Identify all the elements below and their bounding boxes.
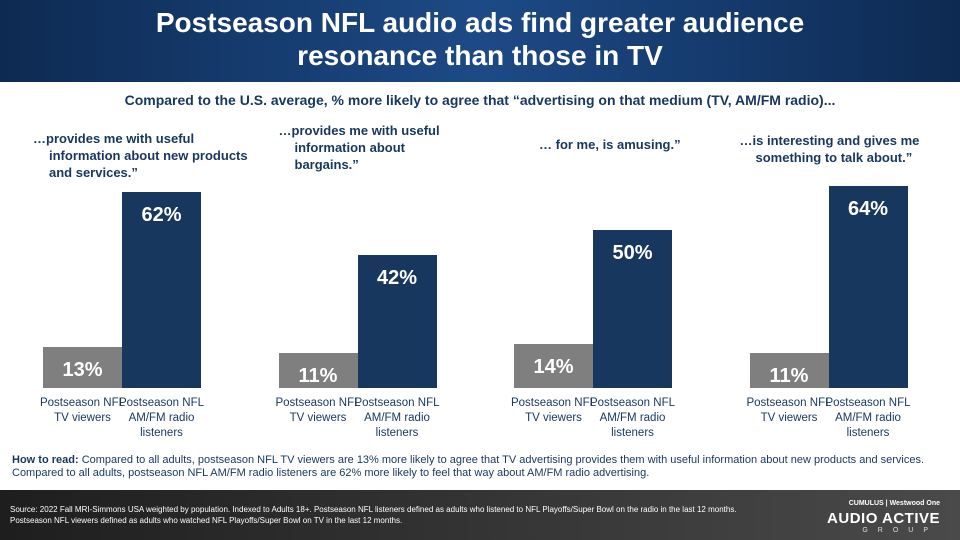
title: Postseason NFL audio ads find greater au… (155, 7, 805, 71)
bar (514, 343, 593, 388)
bar (122, 192, 201, 388)
bar (749, 353, 829, 388)
value-label: 13% (62, 358, 103, 381)
category-label: Postseason NFL TV viewers (275, 397, 361, 424)
panel-title: … for me, is amusing.” (539, 137, 681, 152)
category-label: Postseason NFL TV viewers (39, 397, 125, 424)
footer: Source: 2022 Fall MRI-Simmons USA weight… (0, 490, 960, 540)
source: Source: 2022 Fall MRI-Simmons USA weight… (10, 505, 737, 525)
logo-brand: AUDIO ACTIVE (827, 510, 940, 527)
category-label: Postseason NFL TV viewers (510, 397, 596, 424)
panel-title: …provides me with useful information abo… (33, 131, 248, 180)
category-label: Postseason NFL AM/FM radio listeners (118, 397, 204, 439)
bar (593, 230, 672, 388)
bar (357, 255, 437, 388)
bar (828, 185, 908, 388)
category-label: Postseason NFL TV viewers (746, 397, 832, 424)
logo-group: GROUP (862, 527, 938, 534)
bar (278, 353, 358, 388)
category-label: Postseason NFL AM/FM radio listeners (589, 397, 675, 439)
bar (43, 346, 122, 388)
panel-title: …provides me with useful information abo… (278, 123, 440, 172)
value-label: 62% (141, 204, 182, 227)
value-label: 42% (376, 267, 418, 290)
how-to-read: How to read: Compared to all adults, pos… (12, 454, 952, 480)
category-label: Postseason NFL AM/FM radio listeners (354, 397, 440, 439)
value-label: 11% (769, 365, 809, 388)
value-label: 11% (298, 365, 338, 388)
how-to-read-label: How to read: (12, 454, 79, 466)
panel-title: …is interesting and gives me something t… (739, 133, 920, 165)
value-label: 50% (612, 242, 653, 264)
value-label: 14% (533, 355, 574, 378)
subtitle: Compared to the U.S. average, % more lik… (124, 92, 836, 108)
value-label: 64% (847, 197, 889, 220)
header-band: Postseason NFL audio ads find greater au… (0, 0, 960, 82)
logo-company: CUMULUS | Westwood One (848, 500, 940, 507)
category-label: Postseason NFL AM/FM radio listeners (825, 397, 911, 439)
how-to-read-text: Compared to all adults, postseason NFL T… (12, 454, 925, 479)
